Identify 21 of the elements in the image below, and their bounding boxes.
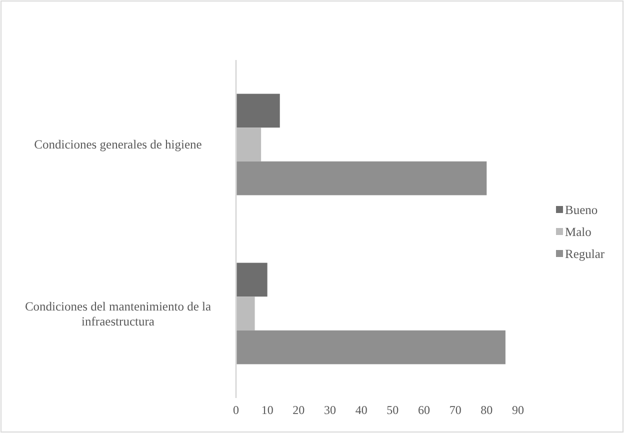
bar	[236, 161, 487, 196]
x-tick-label: 40	[355, 403, 368, 417]
x-tick-label: 80	[480, 403, 493, 417]
y-tick-label: Condiciones del mantenimiento de la infraestructura	[24, 300, 212, 328]
legend-label: Regular	[565, 247, 606, 261]
x-tick-label: 10	[261, 403, 274, 417]
x-tick-label: 70	[449, 403, 462, 417]
x-tick-label: 50	[386, 403, 399, 417]
bar	[236, 262, 268, 297]
legend-label: Malo	[565, 225, 592, 239]
y-tick-label: Condiciones generales de higiene	[34, 138, 202, 152]
bar	[236, 128, 262, 162]
x-tick-label: 30	[324, 403, 336, 417]
x-tick-label: 60	[418, 403, 430, 417]
legend-label: Bueno	[565, 203, 598, 217]
x-tick-label: 20	[292, 403, 305, 417]
bar	[236, 330, 506, 364]
bar	[236, 296, 255, 330]
bar	[236, 94, 280, 128]
x-tick-label: 0	[233, 403, 239, 417]
x-tick-label: 90	[512, 403, 524, 417]
